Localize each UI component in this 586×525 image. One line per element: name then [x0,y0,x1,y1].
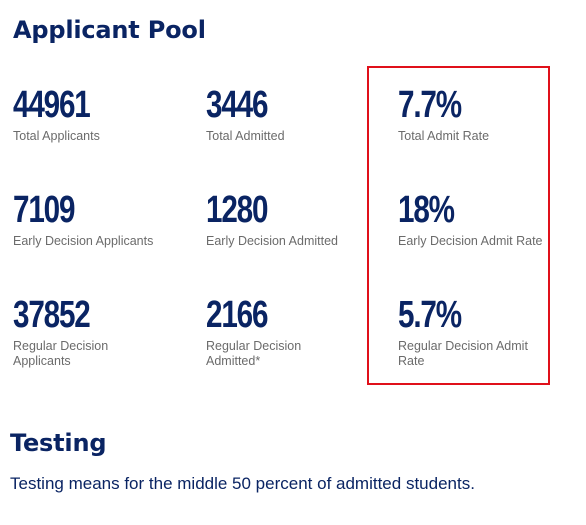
stat-rd-applicants: 37852 Regular Decision Applicants [13,295,113,369]
stat-label: Regular Decision Admit Rate [398,339,528,368]
stat-total-applicants: 44961 Total Applicants [13,85,163,144]
stat-total-admit-rate: 7.7% Total Admit Rate [398,85,550,144]
stat-value: 18% [398,189,455,231]
stat-rd-admitted: 2166 Regular Decision Admitted* [206,295,306,369]
stat-ed-applicants: 7109 Early Decision Applicants [13,190,163,249]
stat-value: 5.7% [398,294,462,336]
stat-value: 37852 [13,294,91,336]
stat-label: Total Admit Rate [398,129,490,143]
stat-label: Total Admitted [206,129,285,143]
stat-value: 1280 [206,189,268,231]
stat-rd-admit-rate: 5.7% Regular Decision Admit Rate [398,295,538,369]
stat-value: 7109 [13,189,75,231]
stat-label: Total Applicants [13,129,100,143]
stat-value: 3446 [206,84,268,126]
stat-value: 44961 [13,84,91,126]
stat-label: Regular Decision Admitted* [206,339,302,368]
stat-value: 2166 [206,294,268,336]
stat-label: Early Decision Applicants [13,234,154,248]
stat-ed-admit-rate: 18% Early Decision Admit Rate [398,190,550,249]
testing-title: Testing [10,429,107,457]
stat-label: Early Decision Admit Rate [398,234,543,248]
stat-value: 7.7% [398,84,462,126]
stat-label: Regular Decision Applicants [13,339,109,368]
stat-label: Early Decision Admitted [206,234,339,248]
stat-total-admitted: 3446 Total Admitted [206,85,356,144]
applicant-pool-title: Applicant Pool [13,16,206,44]
stat-ed-admitted: 1280 Early Decision Admitted [206,190,356,249]
testing-description: Testing means for the middle 50 percent … [10,474,475,493]
